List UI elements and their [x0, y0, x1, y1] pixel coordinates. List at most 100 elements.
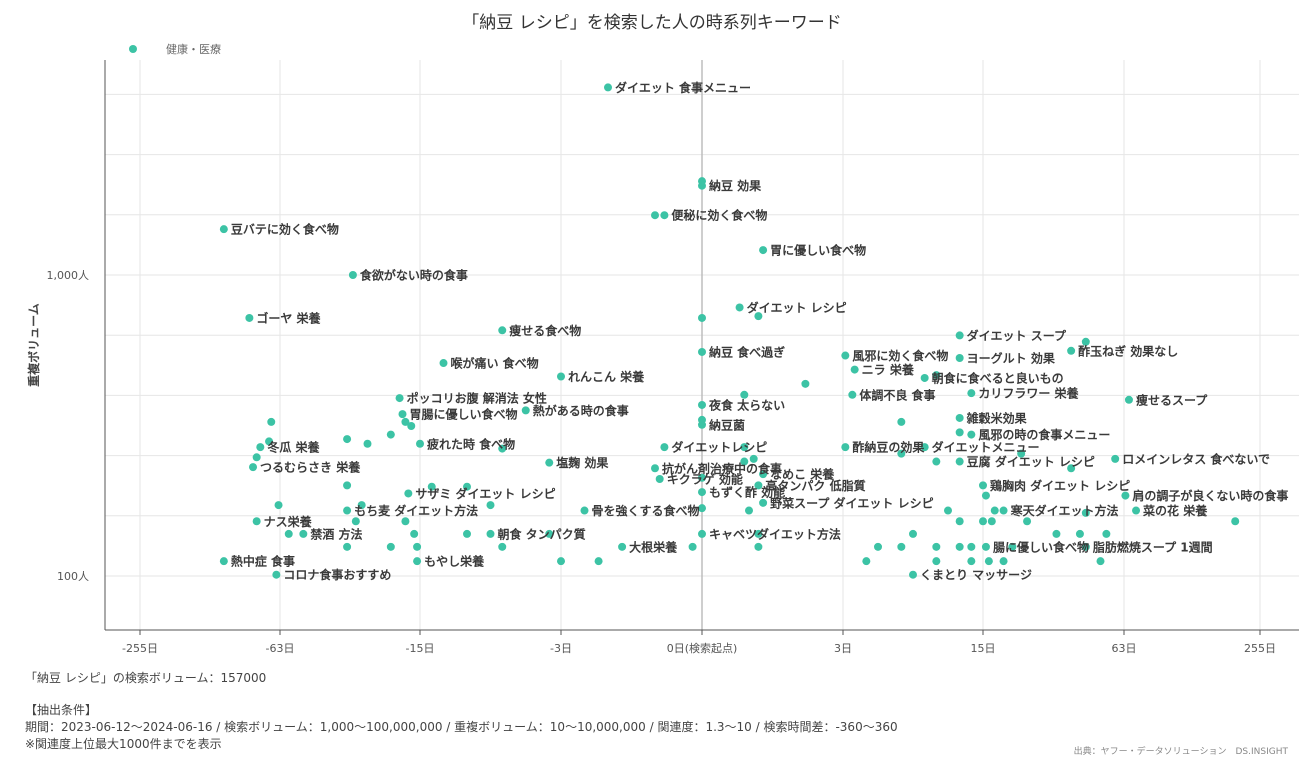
data-point[interactable] [498, 326, 507, 335]
data-point[interactable] [841, 351, 850, 360]
data-point[interactable] [416, 439, 424, 448]
data-point[interactable] [987, 517, 996, 526]
data-point[interactable] [841, 443, 850, 452]
data-point[interactable] [219, 225, 228, 234]
data-point[interactable] [967, 542, 976, 551]
data-point[interactable] [897, 542, 906, 551]
data-point[interactable] [284, 529, 293, 538]
data-point[interactable] [698, 347, 706, 356]
data-point[interactable] [850, 365, 859, 374]
data-point[interactable] [981, 542, 990, 551]
data-point[interactable] [745, 506, 753, 515]
data-point[interactable] [1023, 517, 1032, 526]
data-point[interactable] [698, 400, 706, 409]
data-point[interactable] [267, 417, 276, 426]
data-point[interactable] [1017, 449, 1026, 458]
data-point[interactable] [698, 529, 706, 538]
data-point[interactable] [618, 542, 627, 551]
data-point[interactable] [698, 313, 706, 322]
data-point[interactable] [256, 443, 265, 452]
data-point[interactable] [265, 437, 274, 446]
data-point[interactable] [386, 430, 395, 439]
data-point[interactable] [698, 473, 706, 482]
data-point[interactable] [498, 542, 507, 551]
data-point[interactable] [413, 542, 422, 551]
data-point[interactable] [343, 435, 352, 444]
data-point[interactable] [557, 372, 565, 381]
data-point[interactable] [1124, 395, 1133, 404]
data-point[interactable] [979, 481, 987, 490]
data-point[interactable] [404, 489, 413, 498]
data-point[interactable] [1067, 464, 1076, 473]
data-point[interactable] [1052, 529, 1061, 538]
data-point[interactable] [363, 439, 372, 448]
data-point[interactable] [486, 501, 495, 510]
data-point[interactable] [698, 181, 706, 190]
data-point[interactable] [357, 501, 366, 510]
data-point[interactable] [967, 430, 976, 439]
data-point[interactable] [401, 517, 410, 526]
data-point[interactable] [427, 482, 436, 491]
data-point[interactable] [740, 443, 749, 452]
data-points[interactable] [219, 83, 1240, 579]
data-point[interactable] [299, 529, 308, 538]
legend-label[interactable]: 健康・医療 [166, 42, 221, 56]
data-point[interactable] [249, 463, 258, 472]
data-point[interactable] [759, 470, 768, 479]
data-point[interactable] [245, 313, 254, 322]
data-point[interactable] [990, 506, 999, 515]
data-point[interactable] [920, 373, 929, 382]
data-point[interactable] [660, 211, 669, 220]
data-point[interactable] [698, 504, 706, 513]
data-point[interactable] [999, 506, 1008, 515]
data-point[interactable] [660, 443, 669, 452]
data-point[interactable] [984, 557, 993, 566]
data-point[interactable] [651, 464, 659, 473]
data-point[interactable] [272, 570, 281, 579]
data-point[interactable] [955, 413, 964, 422]
data-point[interactable] [351, 517, 360, 526]
data-point[interactable] [343, 481, 352, 490]
data-point[interactable] [651, 211, 659, 220]
data-point[interactable] [401, 417, 410, 426]
data-point[interactable] [557, 557, 565, 566]
data-point[interactable] [1132, 506, 1141, 515]
data-point[interactable] [740, 390, 749, 399]
data-point[interactable] [759, 498, 768, 507]
data-point[interactable] [343, 542, 352, 551]
data-point[interactable] [698, 420, 706, 429]
data-point[interactable] [754, 312, 763, 321]
data-point[interactable] [955, 331, 964, 340]
data-point[interactable] [1075, 529, 1084, 538]
data-point[interactable] [932, 557, 941, 566]
data-point[interactable] [909, 570, 917, 579]
data-point[interactable] [486, 529, 495, 538]
data-point[interactable] [979, 517, 987, 526]
data-point[interactable] [655, 475, 664, 484]
data-point[interactable] [1121, 491, 1130, 500]
data-point[interactable] [801, 379, 810, 388]
data-point[interactable] [463, 529, 471, 538]
data-point[interactable] [754, 529, 763, 538]
data-point[interactable] [944, 506, 952, 515]
data-point[interactable] [1081, 337, 1090, 346]
data-point[interactable] [1081, 508, 1090, 517]
data-point[interactable] [594, 557, 603, 566]
data-point[interactable] [848, 390, 857, 399]
data-point[interactable] [274, 501, 283, 510]
data-point[interactable] [498, 444, 507, 453]
data-point[interactable] [348, 271, 357, 279]
data-point[interactable] [735, 303, 744, 312]
data-point[interactable] [740, 457, 749, 466]
data-point[interactable] [981, 491, 990, 500]
data-point[interactable] [955, 542, 964, 551]
data-point[interactable] [897, 449, 906, 458]
data-point[interactable] [955, 517, 964, 526]
data-point[interactable] [932, 371, 941, 380]
data-point[interactable] [398, 410, 407, 419]
data-point[interactable] [439, 359, 448, 368]
data-point[interactable] [897, 417, 906, 426]
data-point[interactable] [754, 542, 763, 551]
data-point[interactable] [252, 517, 261, 526]
data-point[interactable] [343, 506, 352, 515]
